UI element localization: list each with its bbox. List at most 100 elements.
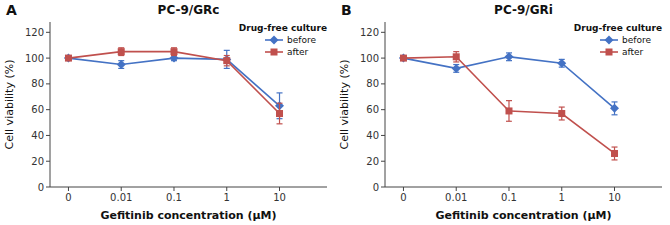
x-tick-label: 0.01 <box>110 192 132 203</box>
x-tick <box>121 187 122 191</box>
y-tick-label: 100 <box>360 53 379 64</box>
error-bar <box>224 56 230 66</box>
point <box>276 110 283 117</box>
legend-marker <box>270 36 279 45</box>
error-bar <box>506 101 512 122</box>
y-axis-label: Cell viability (%) <box>338 60 351 150</box>
y-tick <box>46 135 50 136</box>
x-axis-line <box>385 187 662 188</box>
point <box>504 52 513 61</box>
legend-label: before <box>622 35 651 45</box>
error-bar-cap <box>559 119 565 120</box>
plot-area <box>64 48 284 124</box>
y-tick <box>46 58 50 59</box>
y-tick <box>46 83 50 84</box>
y-tick <box>381 135 385 136</box>
chart-title: PC-9/GRi <box>494 3 553 17</box>
legend: Drug-free culture before after <box>239 23 327 57</box>
y-tick <box>381 32 385 33</box>
x-tick <box>614 187 615 191</box>
error-bar-cap <box>612 146 618 147</box>
x-tick <box>68 187 69 191</box>
x-axis-label: Gefitinib concentration (μM) <box>100 209 276 222</box>
point <box>557 59 566 68</box>
legend-label: after <box>622 47 644 57</box>
x-tick-label: 0 <box>400 192 406 203</box>
legend-title: Drug-free culture <box>239 23 327 33</box>
x-tick <box>508 187 509 191</box>
error-bar-cap <box>559 106 565 107</box>
panel-label: B <box>341 2 352 18</box>
error-bar <box>118 48 124 56</box>
y-tick-label: 120 <box>360 27 379 38</box>
x-tick <box>173 187 174 191</box>
error-bar-cap <box>224 68 230 69</box>
y-axis-line <box>385 22 386 187</box>
point <box>558 110 565 117</box>
point <box>452 64 461 73</box>
y-tick-label: 100 <box>25 53 44 64</box>
y-tick <box>381 109 385 110</box>
point <box>117 60 126 69</box>
error-bar-cap <box>612 159 618 160</box>
x-tick-label: 1 <box>559 192 565 203</box>
legend-marker <box>605 36 614 45</box>
error-bar-cap <box>277 92 283 93</box>
x-tick <box>403 187 404 191</box>
y-axis-label: Cell viability (%) <box>3 60 16 150</box>
panel: 02040608010012000.010.1110PC-9/GRcAGefit… <box>3 2 327 222</box>
error-bar-cap <box>224 65 230 66</box>
x-tick-label: 0.1 <box>501 192 517 203</box>
x-tick <box>279 187 280 191</box>
legend-label: after <box>287 47 309 57</box>
y-tick-label: 80 <box>366 78 379 89</box>
legend-title: Drug-free culture <box>574 23 662 33</box>
y-tick <box>381 58 385 59</box>
y-tick-label: 60 <box>31 104 44 115</box>
y-tick <box>46 32 50 33</box>
y-axis-line <box>50 22 51 187</box>
error-bar <box>277 103 283 124</box>
point <box>118 48 125 55</box>
error-bar <box>612 147 618 160</box>
error-bar <box>224 50 230 68</box>
point <box>505 107 512 114</box>
legend-label: before <box>287 35 316 45</box>
x-tick-label: 0.01 <box>445 192 467 203</box>
y-tick-label: 0 <box>373 182 379 193</box>
error-bar-cap <box>277 123 283 124</box>
y-tick-label: 40 <box>31 130 44 141</box>
error-bar <box>171 48 177 56</box>
point <box>400 55 407 62</box>
legend-marker <box>606 49 613 56</box>
series-line <box>403 57 614 109</box>
point <box>64 54 73 63</box>
error-bar-cap <box>612 114 618 115</box>
point <box>170 48 177 55</box>
error-bar-cap <box>453 51 459 52</box>
point <box>453 53 460 60</box>
plot-area <box>399 52 619 160</box>
y-tick-label: 20 <box>31 156 44 167</box>
panel: 02040608010012000.010.1110PC-9/GRiBGefit… <box>338 2 662 222</box>
x-tick-label: 0 <box>65 192 71 203</box>
x-tick <box>226 187 227 191</box>
y-tick-label: 40 <box>366 130 379 141</box>
legend: Drug-free culture before after <box>574 23 662 57</box>
error-bar <box>453 52 459 62</box>
y-tick <box>46 109 50 110</box>
y-tick-label: 20 <box>366 156 379 167</box>
chart-title: PC-9/GRc <box>158 3 220 17</box>
x-tick <box>456 187 457 191</box>
error-bar-cap <box>506 121 512 122</box>
y-tick <box>46 187 50 188</box>
point <box>610 104 619 113</box>
x-tick-label: 10 <box>608 192 621 203</box>
chart-canvas: 0 20 40 60 80 100 120 0 0.01 0.1 1 10 PC-9/GRc A Gefit… <box>0 0 670 225</box>
y-tick-label: 0 <box>38 182 44 193</box>
series-line <box>403 57 614 154</box>
x-tick-label: 0.1 <box>166 192 182 203</box>
y-tick-label: 120 <box>25 27 44 38</box>
panel-label: A <box>6 2 17 18</box>
legend-marker <box>271 49 278 56</box>
